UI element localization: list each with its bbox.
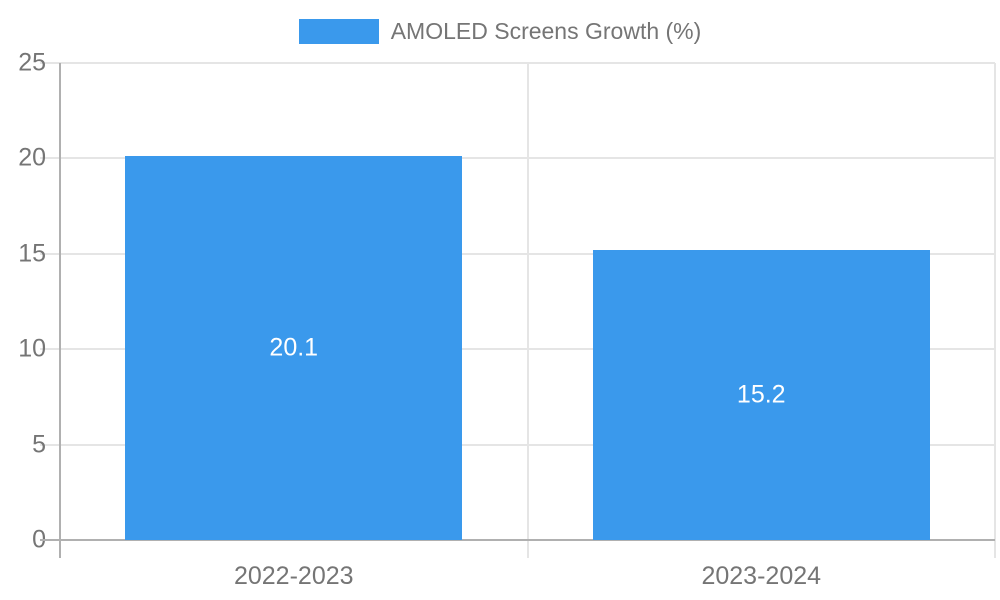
y-tick-label: 20 — [18, 143, 46, 172]
v-gridline — [526, 63, 529, 558]
legend-label: AMOLED Screens Growth (%) — [390, 18, 702, 44]
y-tick-mark — [40, 252, 60, 255]
x-tick-label: 2022-2023 — [233, 562, 354, 590]
y-tick-mark — [40, 62, 60, 64]
bar-value-label: 20.1 — [269, 333, 319, 362]
bar[interactable] — [592, 249, 930, 540]
y-axis-line — [59, 63, 61, 558]
y-tick-label: 25 — [18, 48, 46, 77]
legend[interactable]: AMOLED Screens Growth (%) — [0, 18, 1000, 45]
bar[interactable] — [125, 156, 463, 540]
x-axis-line — [40, 539, 995, 541]
y-tick-label: 10 — [18, 334, 46, 363]
bar-value-label: 15.2 — [736, 380, 786, 409]
v-gridline — [994, 63, 996, 558]
y-tick-label: 0 — [32, 525, 46, 554]
x-tick-label: 2023-2024 — [701, 562, 822, 590]
y-tick-mark — [40, 348, 60, 351]
y-tick-label: 5 — [32, 430, 46, 459]
y-tick-mark — [40, 443, 60, 446]
legend-swatch — [298, 19, 379, 44]
y-tick-label: 15 — [18, 239, 46, 268]
y-tick-mark — [40, 157, 60, 160]
